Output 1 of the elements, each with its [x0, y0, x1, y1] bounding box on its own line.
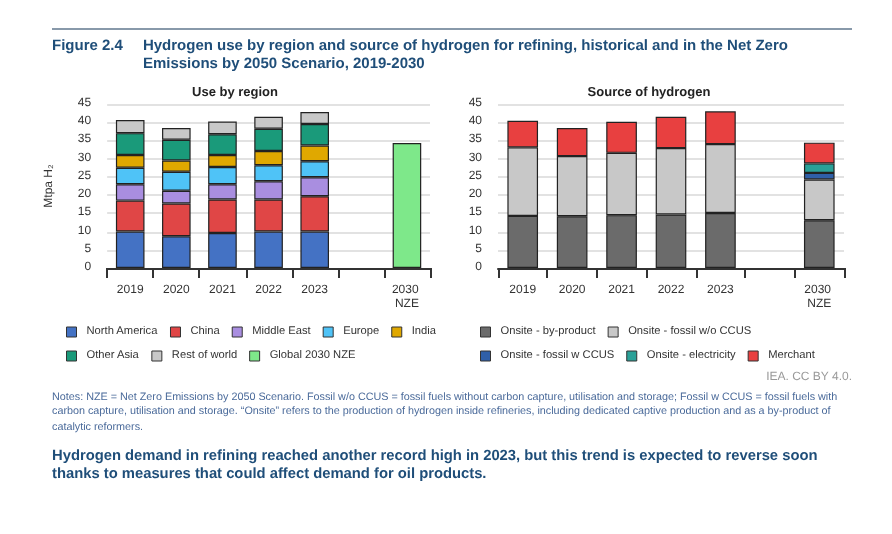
bar	[392, 143, 422, 268]
